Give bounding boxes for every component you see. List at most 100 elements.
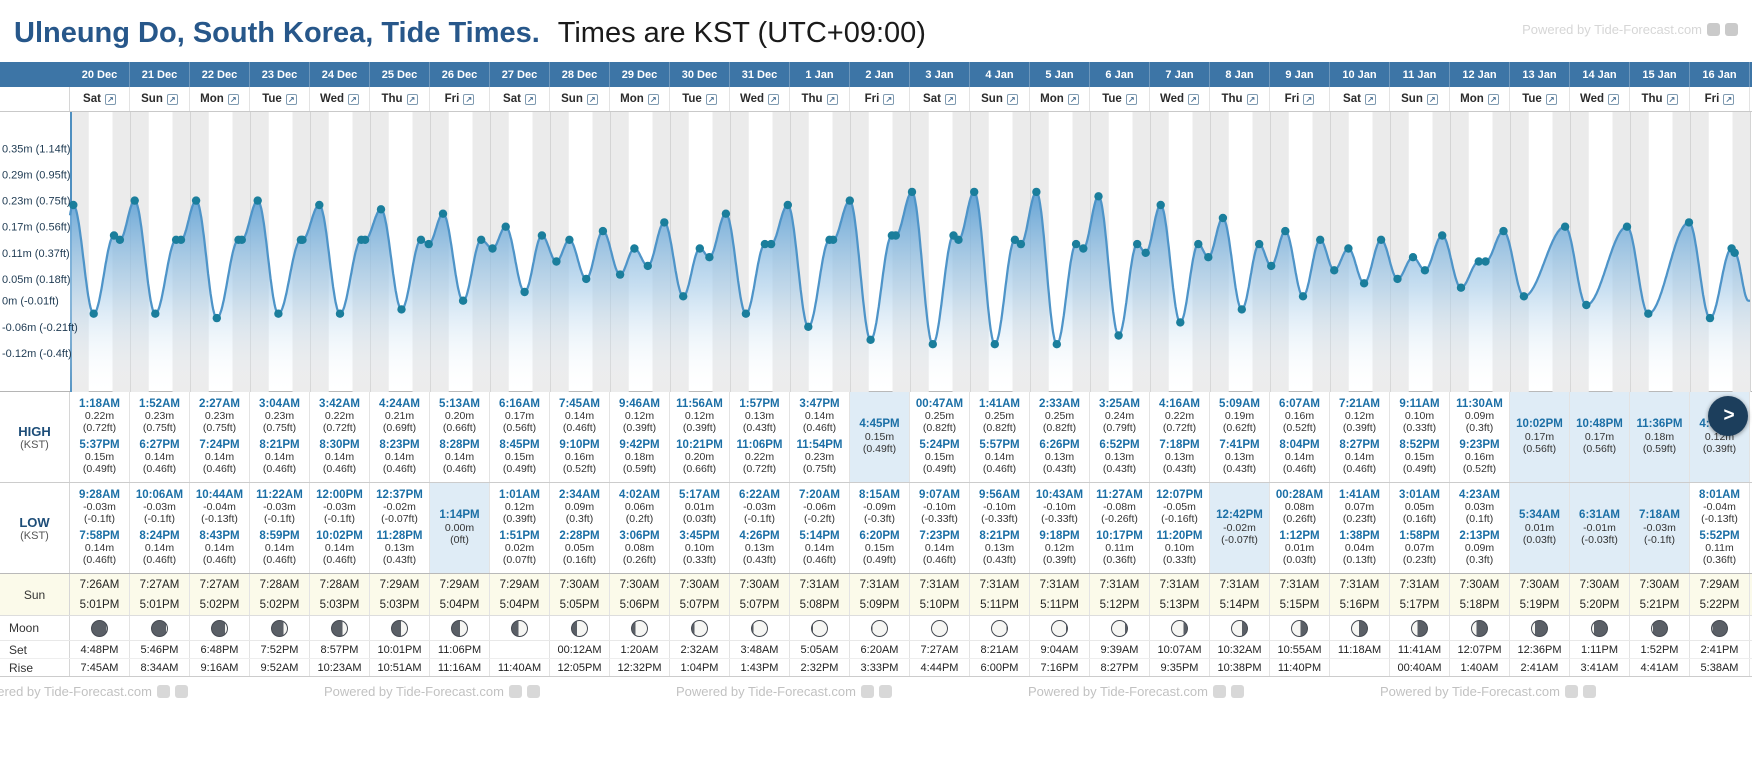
tide-extreme-dot xyxy=(907,187,917,197)
tide-entry: 6:07AM 0.16m (0.52ft) xyxy=(1270,398,1329,436)
facebook-icon[interactable] xyxy=(860,685,874,698)
expand-icon[interactable]: ↗ xyxy=(768,93,780,105)
tide-extreme-dot xyxy=(537,231,547,240)
tide-height-ft: (-0.13ft) xyxy=(201,513,238,526)
expand-icon[interactable]: ↗ xyxy=(1303,93,1315,105)
tide-entry: 3:06PM 0.08m (0.26ft) xyxy=(610,530,669,568)
weekday-label: Wed xyxy=(739,93,765,105)
y-axis-label: 0.23m (0.75ft) xyxy=(2,196,70,208)
expand-icon[interactable]: ↗ xyxy=(1125,93,1137,105)
low-tide-cell: 11:22AM -0.03m (-0.1ft) 8:59PM 0.14m (0.46ft) xyxy=(250,483,310,573)
tide-entry: 6:27PM 0.14m (0.46ft) xyxy=(130,439,189,477)
tide-height-m: 0.21m xyxy=(384,410,415,423)
tide-extreme-dot xyxy=(438,209,448,218)
tide-entry: 3:42AM 0.22m (0.72ft) xyxy=(310,398,369,436)
expand-icon[interactable]: ↗ xyxy=(883,93,895,105)
moon-phase-icon xyxy=(271,619,288,637)
expand-icon[interactable]: ↗ xyxy=(524,93,536,105)
expand-icon[interactable]: ↗ xyxy=(1666,93,1678,105)
expand-icon[interactable]: ↗ xyxy=(406,93,418,105)
high-tide-cell: 1:18AM 0.22m (0.72ft) 5:37PM 0.15m (0.49ft) xyxy=(70,392,130,482)
weekday-cell: Thu ↗ xyxy=(1210,87,1270,111)
expand-icon[interactable]: ↗ xyxy=(705,93,717,105)
sun-times-cell: 7:31AM 5:10PM xyxy=(910,574,970,615)
low-tide-cell: 2:34AM 0.09m (0.3ft) 2:28PM 0.05m (0.16ft) xyxy=(550,483,610,573)
sunset-time: 5:07PM xyxy=(679,598,720,611)
weekday-cell: Tue ↗ xyxy=(670,87,730,111)
facebook-icon[interactable] xyxy=(1564,685,1578,698)
tide-time: 11:36PM xyxy=(1636,418,1683,431)
twitter-icon[interactable] xyxy=(1582,685,1596,698)
tide-height-ft: (0.23ft) xyxy=(1402,554,1437,567)
expand-icon[interactable]: ↗ xyxy=(1006,93,1018,105)
tide-height-ft: (-0.16ft) xyxy=(1161,513,1198,526)
tide-height-m: 0.14m xyxy=(924,542,955,555)
tide-height-m: 0.01m xyxy=(1284,542,1315,555)
facebook-icon[interactable] xyxy=(508,685,522,698)
expand-icon[interactable]: ↗ xyxy=(1426,93,1438,105)
tide-extreme-dot xyxy=(679,292,688,301)
tide-entry: 5:14PM 0.14m (0.46ft) xyxy=(790,530,849,568)
tide-time: 6:16AM xyxy=(499,397,540,410)
twitter-icon[interactable] xyxy=(526,685,540,698)
expand-icon[interactable]: ↗ xyxy=(1246,93,1258,105)
moonset-time: 11:06PM xyxy=(437,643,482,656)
tide-extreme-dot xyxy=(1218,213,1228,223)
powered-by-text: Powered by Tide-Forecast.com xyxy=(676,684,856,699)
tide-height-m: 0.15m xyxy=(1404,451,1435,464)
sunrise-time: 7:29AM xyxy=(439,578,480,591)
weekday-cell: Fri ↗ xyxy=(850,87,910,111)
tide-entry: 8:15AM -0.09m (-0.3ft) xyxy=(850,489,909,527)
tide-height-ft: (-0.26ft) xyxy=(1101,513,1138,526)
facebook-icon[interactable] xyxy=(1212,685,1226,698)
tide-height-ft: (-0.1ft) xyxy=(264,513,295,526)
expand-icon[interactable]: ↗ xyxy=(647,93,659,105)
facebook-icon[interactable] xyxy=(156,685,170,698)
tide-height-m: 0.09m xyxy=(564,501,595,514)
tide-height-ft: (0.43ft) xyxy=(1222,463,1257,476)
twitter-icon[interactable] xyxy=(174,685,188,698)
date-label: 5 Jan xyxy=(1045,68,1074,81)
facebook-icon[interactable] xyxy=(1707,23,1720,36)
tide-entry: 8:01AM -0.04m (-0.13ft) xyxy=(1690,489,1749,527)
expand-icon[interactable]: ↗ xyxy=(586,93,598,105)
expand-icon[interactable]: ↗ xyxy=(104,93,116,105)
moonrise-cell xyxy=(1330,659,1390,676)
tide-height-m: 0.25m xyxy=(1044,410,1075,423)
expand-icon[interactable]: ↗ xyxy=(227,93,239,105)
date-cell: 22 Dec xyxy=(190,62,250,87)
expand-icon[interactable]: ↗ xyxy=(1067,93,1079,105)
moonrise-cell: 10:51AM xyxy=(370,659,430,676)
tide-height-m: 0.13m xyxy=(1044,451,1075,464)
expand-icon[interactable]: ↗ xyxy=(348,93,360,105)
tide-entry: 7:23PM 0.14m (0.46ft) xyxy=(910,530,969,568)
next-dates-button[interactable]: > xyxy=(1708,396,1748,436)
expand-icon[interactable]: ↗ xyxy=(944,93,956,105)
expand-icon[interactable]: ↗ xyxy=(1723,93,1735,105)
tide-height-m: -0.02m xyxy=(383,501,416,514)
date-label: 15 Jan xyxy=(1642,68,1677,81)
expand-icon[interactable]: ↗ xyxy=(826,93,838,105)
tide-height-m: 0.16m xyxy=(564,451,595,464)
tide-height-ft: (0.56ft) xyxy=(1582,442,1617,455)
expand-icon[interactable]: ↗ xyxy=(285,93,297,105)
moon-phase-icon xyxy=(991,619,1008,637)
high-tide-cell: 1:57PM 0.13m (0.43ft) 11:06PM 0.22m (0.72ft) xyxy=(730,392,790,482)
expand-icon[interactable]: ↗ xyxy=(1188,93,1200,105)
tide-extreme-dot xyxy=(1582,300,1591,310)
tide-height-m: 0.14m xyxy=(1284,451,1315,464)
tide-time: 2:33AM xyxy=(1039,397,1080,410)
expand-icon[interactable]: ↗ xyxy=(1364,93,1376,105)
twitter-icon[interactable] xyxy=(1725,23,1738,36)
expand-icon[interactable]: ↗ xyxy=(166,93,178,105)
moonrise-cell: 2:32PM xyxy=(790,659,850,676)
twitter-icon[interactable] xyxy=(878,685,892,698)
date-cell: 26 Dec xyxy=(430,62,490,87)
expand-icon[interactable]: ↗ xyxy=(463,93,475,105)
expand-icon[interactable]: ↗ xyxy=(1487,93,1499,105)
expand-icon[interactable]: ↗ xyxy=(1545,93,1557,105)
twitter-icon[interactable] xyxy=(1230,685,1244,698)
tide-height-m: 0.07m xyxy=(1404,542,1435,555)
tide-height-ft: (0.46ft) xyxy=(802,554,837,567)
expand-icon[interactable]: ↗ xyxy=(1608,93,1620,105)
